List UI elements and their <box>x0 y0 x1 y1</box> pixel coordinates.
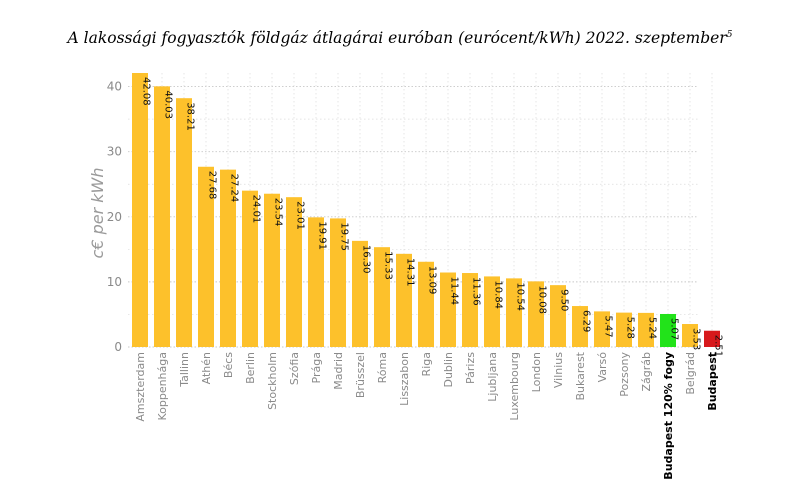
x-tick-label: Vilnius <box>552 352 565 388</box>
x-tick-label: Koppenhága <box>156 352 169 421</box>
bar <box>572 306 588 347</box>
x-tick-label: Belgrád <box>684 352 697 395</box>
bar-value-label: 23.54 <box>273 198 284 227</box>
bar <box>704 330 720 347</box>
y-tick-label: 20 <box>107 210 122 224</box>
bar-value-label: 11.44 <box>449 277 460 306</box>
bar-value-label: 14.31 <box>405 258 416 287</box>
bar-value-label: 3.53 <box>691 328 702 350</box>
bar-value-label: 27.24 <box>229 174 240 203</box>
y-axis-label: c€ per kWh <box>88 168 107 259</box>
bars-layer <box>132 73 720 347</box>
x-tick-label: Pozsony <box>618 352 631 397</box>
bar-value-label: 2.51 <box>713 335 724 357</box>
x-tick-label: Párizs <box>464 352 477 384</box>
bar <box>418 261 434 347</box>
bar-value-label: 13.09 <box>427 266 438 295</box>
chart-title-footnote: 5 <box>726 29 733 40</box>
bar-value-label: 10.08 <box>537 285 548 314</box>
bar <box>264 193 280 347</box>
bar-value-label: 42.08 <box>141 77 152 106</box>
bar-value-label: 9.50 <box>559 289 570 311</box>
x-tick-label: Róma <box>376 352 389 383</box>
x-tick-label: Budapest <box>706 352 719 411</box>
x-tick-label: Tallinn <box>178 352 191 388</box>
x-tick-label: Athén <box>200 352 213 384</box>
bar <box>484 276 500 347</box>
x-tick-label: Lisszabon <box>398 352 411 406</box>
x-tick-label: Prága <box>310 352 323 383</box>
bar <box>594 311 610 347</box>
bar-value-label: 19.91 <box>317 221 328 250</box>
bar-value-label: 27.68 <box>207 171 218 200</box>
bar-value-label: 5.07 <box>669 318 680 340</box>
bar <box>682 324 698 347</box>
x-tick-label: Stockholm <box>266 352 279 410</box>
bar <box>242 190 258 347</box>
y-tick-label: 30 <box>107 145 122 159</box>
bar-value-label: 5.24 <box>647 317 658 339</box>
bar-value-label: 5.47 <box>603 315 614 337</box>
bar-value-label: 23.01 <box>295 201 306 230</box>
bar <box>506 278 522 347</box>
x-tick-label: Dublin <box>442 352 455 388</box>
x-tick-label: London <box>530 352 543 392</box>
y-tick-label: 40 <box>107 80 122 94</box>
x-tick-label: Bécs <box>222 352 235 378</box>
bar <box>154 86 170 347</box>
bar <box>396 253 412 347</box>
bar-value-label: 40.03 <box>163 90 174 119</box>
bar-value-label: 5.28 <box>625 317 636 339</box>
bar-value-label: 10.84 <box>493 280 504 309</box>
x-tick-label: Berlin <box>244 352 257 384</box>
bar <box>308 217 324 347</box>
bar <box>550 285 566 347</box>
bar-value-label: 10.54 <box>515 282 526 311</box>
chart-title: A lakossági fogyasztók földgáz átlagárai… <box>0 29 800 47</box>
bar <box>220 169 236 347</box>
bar <box>638 312 654 347</box>
bar-value-label: 19.75 <box>339 222 350 251</box>
x-tick-label: Zágráb <box>640 352 653 392</box>
bar <box>660 313 676 347</box>
bar-value-label: 15.33 <box>383 251 394 280</box>
bar <box>198 166 214 347</box>
x-tick-label: Riga <box>420 352 433 376</box>
bar-value-label: 6.29 <box>581 310 592 332</box>
bar-value-label: 24.01 <box>251 195 262 224</box>
bar <box>352 240 368 347</box>
bar <box>132 73 148 347</box>
chart-title-text: A lakossági fogyasztók földgáz átlagárai… <box>67 29 727 47</box>
bar <box>176 98 192 347</box>
y-tick-label: 10 <box>107 275 122 289</box>
bar-value-label: 16.30 <box>361 245 372 274</box>
bar <box>286 197 302 347</box>
bar-value-label: 11.36 <box>471 277 482 306</box>
bar-value-label: 38.21 <box>185 102 196 131</box>
y-tick-label: 0 <box>114 340 122 354</box>
bar <box>330 218 346 347</box>
x-tick-label: Amszterdam <box>134 352 147 422</box>
x-tick-label: Brüsszel <box>354 352 367 398</box>
x-tick-label: Madrid <box>332 352 345 390</box>
x-tick-label: Varsó <box>596 352 609 383</box>
bar <box>374 247 390 347</box>
x-tick-label: Bukarest <box>574 351 587 400</box>
x-tick-label: Budapest 120% fogy <box>662 352 675 480</box>
labels-layer: 0 10 20 30 40 42.08 Amszterdam 40.03 Koppenhága 3… <box>107 77 724 480</box>
x-tick-label: Luxembourg <box>508 352 521 421</box>
bar <box>440 272 456 347</box>
x-tick-label: Szófia <box>288 352 301 385</box>
bar <box>616 312 632 347</box>
x-tick-label: Ljubljana <box>486 352 499 402</box>
bar <box>528 281 544 347</box>
bar <box>462 273 478 347</box>
